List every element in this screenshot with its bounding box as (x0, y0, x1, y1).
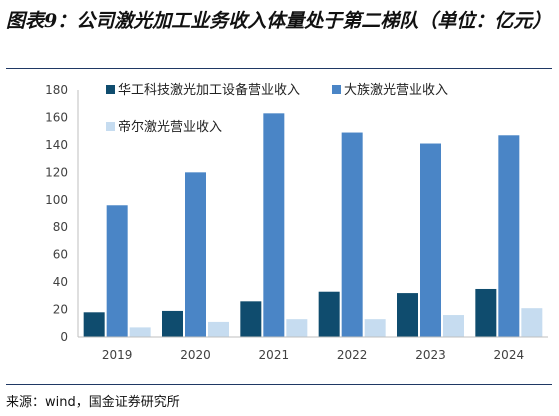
title-divider (6, 68, 552, 69)
bar-2020-series-3 (208, 321, 229, 337)
bar-2023-series-1 (397, 293, 418, 337)
legend-label: 帝尔激光营业收入 (118, 119, 222, 135)
bar-2021-series-1 (240, 301, 262, 337)
legend-label: 华工科技激光加工设备营业收入 (118, 82, 300, 98)
legend-swatch (106, 122, 115, 131)
y-tick-label: 40 (53, 275, 68, 289)
bar-2021-series-3 (286, 319, 308, 337)
x-tick-label: 2024 (494, 348, 525, 362)
legend-label: 大族激光营业收入 (344, 82, 448, 98)
bar-2024-series-2 (498, 135, 520, 337)
bar-2022-series-1 (318, 291, 340, 337)
y-tick-label: 160 (45, 110, 68, 124)
bar-2023-series-3 (443, 315, 464, 337)
bar-2021-series-2 (263, 113, 285, 337)
y-tick-label: 120 (45, 165, 68, 179)
x-tick-label: 2023 (415, 348, 446, 362)
y-tick-label: 60 (53, 248, 68, 262)
bar-2024-series-3 (521, 308, 543, 337)
bar-2019-series-1 (83, 312, 105, 337)
x-tick-label: 2019 (102, 348, 133, 362)
y-tick-label: 20 (53, 303, 68, 317)
y-tick-label: 0 (60, 330, 68, 344)
x-tick-label: 2020 (180, 348, 211, 362)
bar-2024-series-1 (475, 288, 497, 337)
y-tick-label: 140 (45, 138, 68, 152)
source-divider (6, 384, 552, 385)
x-tick-label: 2021 (259, 348, 290, 362)
source-note: 来源：wind，国金证券研究所 (6, 395, 180, 410)
bar-2020-series-2 (185, 172, 206, 337)
x-tick-label: 2022 (337, 348, 368, 362)
legend-swatch (332, 85, 341, 94)
x-axis: 2019 2020 2021 2022 2023 2024 (78, 336, 548, 362)
y-axis: 0 20 40 60 80 100 120 140 160 180 (45, 83, 79, 344)
y-tick-label: 100 (45, 193, 68, 207)
bar-2020-series-1 (162, 310, 183, 337)
bars (83, 113, 543, 337)
legend-swatch (106, 85, 115, 94)
bar-2022-series-2 (341, 132, 363, 337)
y-tick-label: 180 (45, 83, 68, 97)
y-tick-label: 80 (53, 220, 68, 234)
bar-2022-series-3 (364, 319, 386, 337)
bar-2019-series-2 (106, 205, 128, 337)
bar-2019-series-3 (129, 327, 151, 337)
bar-2023-series-2 (420, 143, 441, 337)
chart-title: 图表9：公司激光加工业务收入体量处于第二梯队（单位：亿元） (6, 10, 552, 32)
